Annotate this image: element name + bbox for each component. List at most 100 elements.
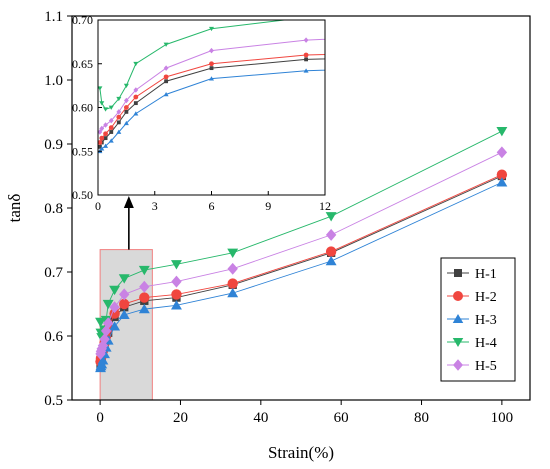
y-tick-label-2: 0.7 [44,265,63,281]
inset-data-point-H-4-5 [123,83,129,89]
inset-data-point-H-5-8 [209,47,214,54]
inset-y-tick-label-4: 0.70 [72,13,93,27]
inset-data-point-H-5-3 [108,117,114,124]
data-point-H-5-4 [99,333,110,346]
inset-series-line-H-3 [99,69,325,152]
inset-data-point-H-3-6 [133,111,139,116]
x-tick-label-4: 80 [414,410,429,426]
inset-series-group [98,20,325,154]
inset-data-point-H-2-1 [99,135,105,141]
inset-y-tick-label-2: 0.60 [72,101,93,115]
inset-data-point-H-3-5 [123,120,129,126]
data-point-H-4-13 [496,127,508,137]
legend-label-H-3: H-3 [475,313,497,328]
y-tick-label-1: 0.6 [44,329,63,345]
inset-data-point-H-4-2 [103,107,109,112]
y-tick-label-3: 0.8 [44,201,63,217]
y-tick-label-4: 0.9 [44,137,63,153]
inset-data-point-H-1-6 [133,101,138,106]
data-point-H-2-8 [119,298,130,310]
y-axis-title: tanδ [5,194,24,223]
data-point-H-2-9 [139,292,150,303]
data-point-H-3-12 [325,255,337,266]
inset-data-point-H-3-2 [103,143,109,148]
inset-data-point-H-1-2 [103,136,108,141]
data-point-H-3-7 [109,321,121,331]
inset-background [98,20,325,195]
data-point-H-5-9 [139,280,150,293]
x-tick-label-5: 100 [491,410,514,426]
legend-label-H-4: H-4 [475,336,497,351]
inset-x-tick-label-3: 9 [265,199,271,213]
inset-data-point-H-3-1 [99,146,105,151]
inset-data-point-H-2-8 [209,61,214,67]
data-point-H-2-12 [325,246,337,257]
inset-data-point-H-5-7 [163,65,169,71]
data-point-H-3-13 [496,177,508,187]
data-point-H-5-6 [102,317,114,330]
inset-data-point-H-3-7 [163,91,169,97]
y-tick-label-0: 0.5 [44,393,63,409]
zoom-arrow-head [123,196,134,208]
data-point-H-5-13 [496,146,508,159]
y-tick-label-6: 1.1 [44,9,63,25]
inset-data-point-H-1-7 [164,79,169,84]
data-point-H-2-13 [496,169,508,180]
data-point-H-4-8 [118,274,130,284]
inset-data-point-H-2-5 [123,105,129,110]
inset-data-point-H-4-3 [108,105,114,110]
inset-y-tick-label-1: 0.55 [72,144,93,158]
inset-data-point-H-3-9 [303,68,309,73]
data-point-H-4-7 [109,285,121,296]
inset-data-point-H-5-4 [116,109,122,115]
inset-data-point-H-1-3 [109,130,114,134]
legend-marker-H-5 [453,359,463,371]
data-point-H-3-3 [97,355,109,365]
legend-marker-H-2 [453,291,463,301]
data-point-H-2-7 [109,308,120,319]
x-tick-label-2: 40 [253,410,268,426]
data-point-H-4-6 [102,299,114,310]
inset-data-point-H-1-4 [116,120,121,125]
x-axis-title: Strain(%) [268,443,334,462]
data-point-H-5-3 [97,339,109,352]
inset-data-point-H-2-0 [98,140,103,145]
data-point-H-3-10 [170,300,182,310]
inset-data-point-H-3-4 [116,129,122,134]
inset-data-point-H-5-6 [133,87,139,93]
inset-data-point-H-1-9 [304,57,309,62]
data-point-H-3-8 [118,309,130,320]
inset-data-point-H-3-3 [108,138,114,143]
inset-data-point-H-2-3 [108,125,114,131]
legend-label-H-1: H-1 [475,267,497,282]
inset-data-point-H-4-1 [99,101,105,106]
main-plot: 0 20 40 60 80 1000.50.60.70.80.91.01.1Strain(… [5,9,531,462]
x-tick-label-3: 60 [334,410,349,426]
inset-data-point-H-5-0 [98,129,103,135]
inset-data-point-H-4-7 [163,42,169,47]
data-point-H-4-11 [227,248,239,258]
legend: H-1 H-2 H-3 H-4 H-5 [440,257,516,382]
y-tick-label-5: 1.0 [44,73,63,89]
inset-y-tick-label-3: 0.65 [72,57,93,71]
inset-x-tick-label-4: 12 [319,199,331,213]
inset-data-point-H-2-6 [133,94,139,100]
inset-data-point-H-2-4 [116,114,122,120]
data-point-H-4-12 [325,212,337,222]
legend-label-H-5: H-5 [475,359,497,374]
legend-label-H-2: H-2 [475,290,497,305]
data-point-H-2-10 [171,289,182,300]
inset-data-point-H-1-5 [124,109,129,114]
inset-data-point-H-5-2 [103,122,108,128]
inset-data-point-H-5-9 [303,37,309,43]
inset-data-point-H-4-8 [208,26,215,32]
data-point-H-2-11 [227,278,238,289]
data-point-H-5-8 [119,288,130,301]
inset-data-point-H-2-2 [103,131,108,137]
data-point-H-5-11 [227,262,238,275]
inset-data-point-H-4-4 [116,96,122,102]
inset-data-point-H-4-0 [98,86,103,91]
inset-x-tick-label-2: 6 [209,199,215,213]
inset-data-point-H-5-5 [123,97,129,104]
